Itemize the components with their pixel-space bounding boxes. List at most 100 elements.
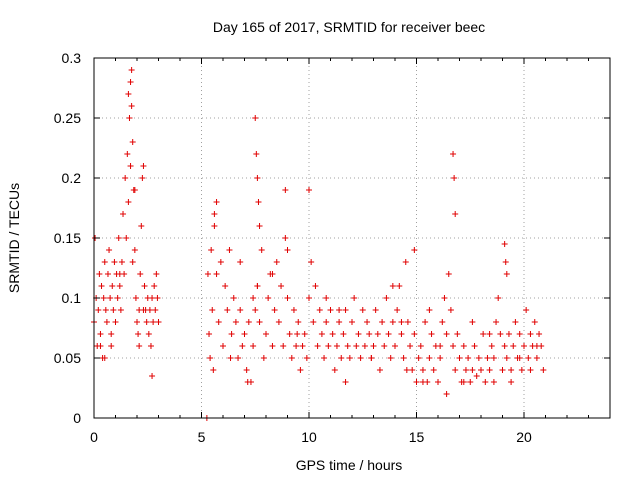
data-point — [126, 115, 133, 121]
data-point — [127, 163, 134, 169]
data-point — [413, 379, 420, 385]
data-point — [252, 115, 259, 121]
data-point — [501, 343, 508, 349]
y-tick-label: 0.25 — [54, 110, 81, 126]
data-point — [439, 319, 446, 325]
data-point — [497, 331, 504, 337]
data-point — [297, 367, 304, 373]
data-point — [499, 367, 506, 373]
data-point — [243, 367, 250, 373]
data-point — [97, 343, 104, 349]
data-point — [501, 241, 508, 247]
data-point — [366, 331, 373, 337]
data-point — [143, 319, 150, 325]
data-point — [132, 295, 139, 301]
data-point — [370, 343, 377, 349]
data-point — [508, 379, 515, 385]
data-point — [361, 343, 368, 349]
data-point — [353, 343, 360, 349]
data-point — [153, 271, 160, 277]
data-point — [250, 343, 257, 349]
x-tick-label: 10 — [301, 429, 317, 445]
data-point — [152, 307, 159, 313]
data-point — [254, 283, 261, 289]
data-point — [342, 307, 349, 313]
data-point — [263, 331, 269, 337]
data-point — [110, 307, 117, 313]
data-point — [368, 355, 375, 361]
data-point — [364, 319, 371, 325]
data-point — [486, 367, 493, 373]
y-tick-label: 0 — [73, 410, 81, 426]
data-point — [379, 319, 386, 325]
data-point — [278, 283, 285, 289]
data-point — [206, 331, 213, 337]
data-point — [336, 307, 343, 313]
data-point — [103, 319, 110, 325]
data-point — [290, 307, 297, 313]
data-point — [131, 247, 138, 253]
data-point — [111, 259, 118, 265]
data-point — [340, 331, 347, 337]
data-point — [437, 355, 444, 361]
data-point — [531, 319, 538, 325]
data-point — [245, 319, 252, 325]
x-tick-label: 20 — [516, 429, 532, 445]
data-point — [333, 343, 340, 349]
data-point — [299, 343, 306, 349]
data-point — [150, 319, 157, 325]
data-point — [316, 307, 323, 313]
data-point — [213, 271, 220, 277]
data-point — [213, 199, 220, 205]
data-point — [258, 247, 265, 253]
data-point — [383, 295, 390, 301]
data-point — [435, 379, 441, 385]
data-point — [104, 271, 111, 277]
data-point — [426, 355, 433, 361]
data-point — [211, 223, 218, 229]
data-point — [129, 139, 136, 145]
data-point — [310, 319, 317, 325]
data-point — [114, 295, 121, 301]
data-point — [462, 367, 469, 373]
data-point — [460, 343, 467, 349]
y-tick-label: 0.3 — [62, 50, 82, 66]
data-point — [396, 283, 403, 289]
data-point — [357, 355, 364, 361]
y-tick-label: 0.2 — [62, 170, 82, 186]
data-point — [533, 343, 540, 349]
data-point — [211, 211, 218, 217]
data-point — [125, 91, 132, 97]
data-point — [443, 331, 450, 337]
data-point — [252, 307, 259, 313]
data-point — [349, 319, 355, 325]
data-point — [394, 307, 401, 313]
data-point — [256, 223, 263, 229]
y-axis-label: SRMTID / TECUs — [6, 183, 22, 293]
data-point — [140, 307, 147, 313]
data-point — [403, 367, 410, 373]
data-point — [422, 319, 429, 325]
data-point — [108, 343, 115, 349]
data-point — [351, 295, 358, 301]
data-point — [208, 247, 215, 253]
data-point — [465, 355, 472, 361]
data-point — [293, 343, 300, 349]
data-point — [232, 319, 239, 325]
data-point — [478, 367, 484, 373]
data-point — [398, 319, 405, 325]
data-point — [269, 271, 276, 277]
data-point — [98, 283, 105, 289]
axis-ticks — [93, 57, 611, 419]
data-points — [91, 67, 547, 421]
data-point — [376, 367, 383, 373]
data-point — [282, 235, 289, 241]
data-point — [469, 319, 476, 325]
data-point — [122, 175, 129, 181]
data-point — [525, 355, 532, 361]
data-point — [253, 151, 260, 157]
data-point — [275, 319, 282, 325]
data-point — [244, 379, 251, 385]
data-point — [224, 307, 231, 313]
